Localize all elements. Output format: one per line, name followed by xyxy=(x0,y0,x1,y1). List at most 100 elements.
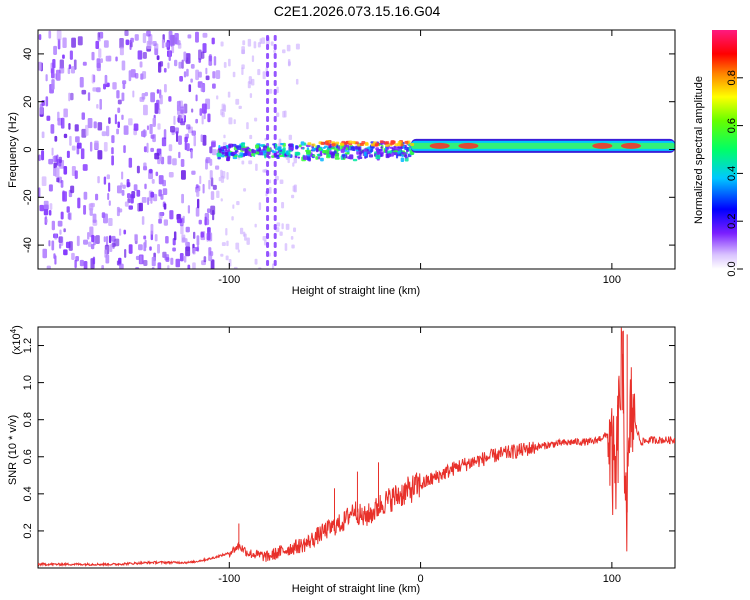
heatmap-cell xyxy=(254,117,258,122)
heatmap-cell xyxy=(210,191,215,200)
heatmap-cell xyxy=(158,175,164,185)
colorbar-gradient xyxy=(712,30,737,269)
heatmap-cell xyxy=(220,109,224,116)
heatmap-cell xyxy=(214,165,220,170)
heatmap-cell xyxy=(71,252,75,260)
heatmap-cell xyxy=(377,151,380,156)
heatmap-cell xyxy=(273,134,277,140)
heatmap-cell xyxy=(255,163,258,171)
heatmap-cell xyxy=(325,149,330,155)
heatmap-cell xyxy=(87,92,91,101)
heatmap-cell xyxy=(254,223,257,228)
heatmap-cell xyxy=(266,71,270,77)
heatmap-cell xyxy=(156,89,160,94)
heatmap-cell xyxy=(57,111,60,122)
heatmap-cell xyxy=(266,179,270,185)
heatmap-cell xyxy=(77,197,81,209)
heatmap-cell xyxy=(379,148,382,153)
heatmap-cell xyxy=(116,90,120,99)
heatmap-cell xyxy=(103,236,106,243)
heatmap-cell xyxy=(158,62,162,73)
heatmap-cell xyxy=(96,87,101,93)
heatmap-cell xyxy=(185,226,190,233)
heatmap-cell xyxy=(273,107,277,113)
heatmap-cell xyxy=(151,179,155,184)
heatmap-cell xyxy=(212,71,216,79)
heatmap-cell xyxy=(57,38,61,50)
heatmap-cell xyxy=(266,125,270,131)
heatmap-cell xyxy=(83,260,88,269)
heatmap-cell xyxy=(46,115,51,121)
heatmap-cell xyxy=(98,48,102,58)
heatmap-cell xyxy=(63,108,68,118)
heatmap-cell xyxy=(120,182,123,187)
heatmap-cell xyxy=(291,194,295,199)
heatmap-cell xyxy=(263,150,267,153)
heatmap-cell xyxy=(152,134,156,143)
snr-x-ticks: -100 0 100 xyxy=(218,327,621,585)
heatmap-cell xyxy=(180,225,184,235)
heatmap-cell xyxy=(143,259,148,266)
heatmap-cell xyxy=(77,36,83,46)
heatmap-cell xyxy=(359,150,363,155)
snr-y-label: SNR (10 * v/v) xyxy=(7,415,19,485)
heatmap-cell xyxy=(136,189,141,197)
heatmap-cell xyxy=(273,251,277,257)
heatmap-cell xyxy=(273,53,277,59)
heatmap-cell xyxy=(91,74,95,84)
snr-series-line xyxy=(38,327,675,568)
heatmap-cell xyxy=(291,244,295,249)
heatmap-cell xyxy=(200,83,206,92)
heatmap-cell xyxy=(370,149,374,153)
snr-y-tick-label: 0.8 xyxy=(22,412,34,427)
heatmap-cell xyxy=(149,168,153,174)
colorbar-tick-label: 0.8 xyxy=(726,70,738,85)
heatmap-cell xyxy=(63,249,68,256)
heatmap-cell xyxy=(96,62,101,72)
heatmap-cell xyxy=(151,266,155,269)
heatmap-cell xyxy=(202,32,208,38)
heatmap-cell xyxy=(188,84,192,93)
snr-x-tick-label: 0 xyxy=(418,573,424,585)
heatmap-cell xyxy=(366,148,369,152)
heatmap-cell xyxy=(257,68,261,76)
heatmap-cell xyxy=(264,154,267,159)
heatmap-cell xyxy=(221,151,225,155)
heatmap-cell xyxy=(172,158,177,166)
heatmap-cell xyxy=(81,89,87,95)
heatmap-cell xyxy=(142,32,147,44)
heatmap-cell xyxy=(384,150,388,154)
heatmap-cell xyxy=(100,58,103,64)
heatmap-cell xyxy=(295,43,300,50)
heatmap-cell xyxy=(152,117,156,127)
heatmap-cell xyxy=(231,216,234,221)
heatmap-cell xyxy=(158,218,162,224)
heatmap-cell xyxy=(217,156,221,160)
heatmap-cell xyxy=(51,147,54,156)
heatmap-cell xyxy=(220,198,223,202)
snr-plot: -100 0 100 0.2 0.4 0.6 0.8 1.0 1.2 Height of st… xyxy=(7,325,676,595)
heatmap-cell xyxy=(195,69,199,81)
heatmap-cell xyxy=(266,206,270,212)
heatmap-cell xyxy=(53,45,58,55)
heatmap-cell xyxy=(379,140,384,144)
heatmap-cell xyxy=(228,117,233,125)
heatmap-cell xyxy=(48,240,51,247)
heatmap-cell xyxy=(124,248,127,258)
heatmap-cell xyxy=(404,156,408,159)
heatmap-cell xyxy=(273,116,277,122)
heatmap-cell xyxy=(206,232,211,241)
heatmap-cell xyxy=(193,231,196,240)
heatmap-cell xyxy=(150,191,155,198)
heatmap-cell xyxy=(170,257,174,265)
heatmap-cell xyxy=(117,107,121,114)
heatmap-cell xyxy=(152,41,157,46)
heatmap-cell xyxy=(143,235,147,240)
heatmap-cell xyxy=(183,51,187,62)
heatmap-cell xyxy=(153,193,158,202)
heatmap-cell xyxy=(116,128,119,135)
spectrogram-y-tick-label: 0 xyxy=(22,146,34,152)
heatmap-cell xyxy=(267,155,271,159)
heatmap-cell xyxy=(282,110,286,118)
